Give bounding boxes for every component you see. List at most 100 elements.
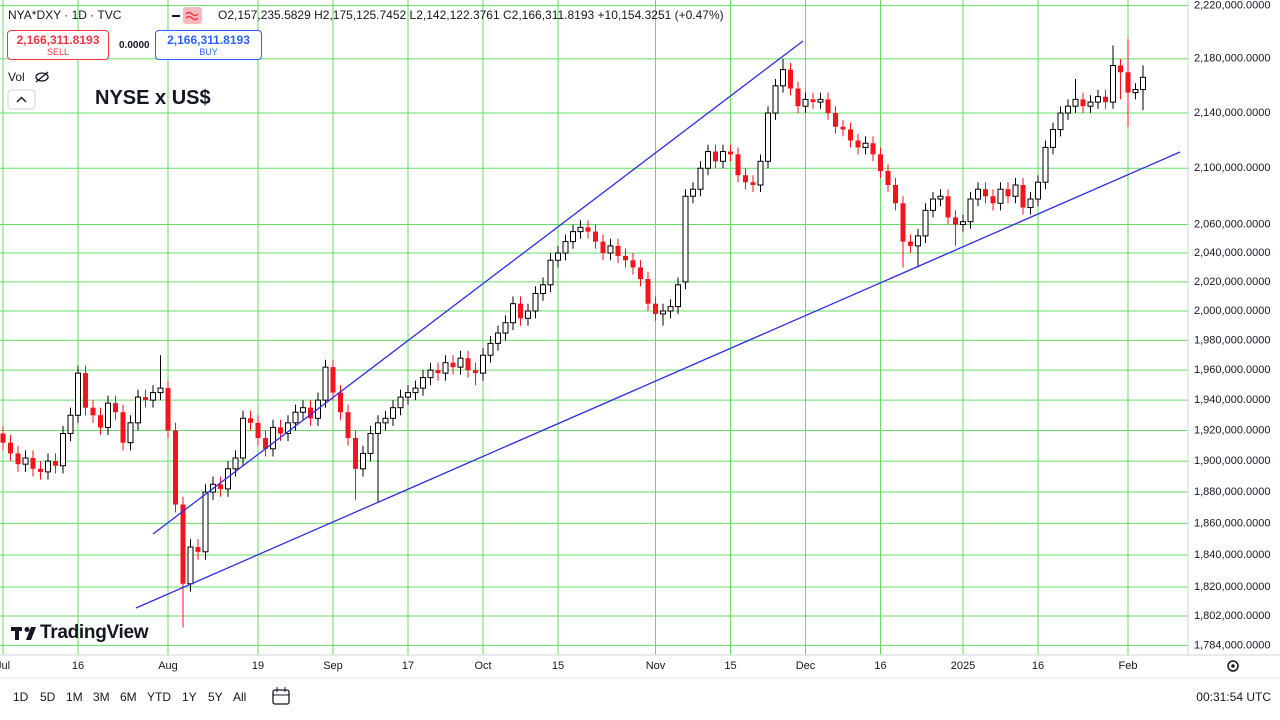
y-tick-label: 2,100,000.0000 [1194,162,1270,174]
x-tick-label: Nov [646,660,666,672]
trend-line-upper [152,40,804,535]
candle-body [248,418,253,423]
ohlc-label: L [409,8,417,22]
candle-body [893,185,898,204]
candle-body [675,284,681,308]
candle-body [990,196,996,204]
x-tick-label: 15 [724,660,736,672]
candle-body [1095,96,1101,103]
timeframe[interactable]: 1Y [182,690,197,704]
x-tick-label: 16 [1032,660,1044,672]
timeframe[interactable]: 3M [93,690,110,704]
timeframe[interactable]: All [233,690,247,704]
candle-body [780,69,786,87]
candle-body [983,189,988,197]
candle-body [825,99,831,114]
candle-body [360,452,366,470]
candle-body [945,196,951,218]
ohlc-value: 2,166,311.8193 [511,8,595,22]
candle-body [810,99,816,103]
candle-body [232,457,239,470]
candle-body [480,354,486,374]
candle-body [8,442,13,454]
candle-body [322,366,329,401]
candle-body [788,69,793,89]
candle-body [593,231,598,242]
candle-body [1132,89,1139,94]
candle-body [840,126,846,130]
candle-body [682,195,689,283]
candle-body [375,422,381,435]
timeframe[interactable]: 1M [66,690,83,704]
candle-body [997,188,1004,204]
candle-body [308,407,313,419]
calendar-icon[interactable] [272,687,290,705]
sell-price: 2,166,311.8193 [16,33,100,47]
settings-icon[interactable] [1227,660,1239,672]
candle-body [728,151,733,155]
y-tick-label: 2,060,000.0000 [1194,218,1270,230]
candle-body [623,255,628,261]
candle-body [330,367,336,393]
sell-label: SELL [46,47,70,57]
x-tick-label: Feb [1119,660,1138,672]
candle-body [300,407,306,413]
y-tick-label: 2,140,000.0000 [1194,107,1270,119]
y-tick-label: 1,920,000.0000 [1194,424,1270,436]
x-tick-label: Oct [474,660,491,672]
candle-body [173,430,178,505]
ohlc-value: 2,175,125.7452 [322,8,407,22]
candle-body [502,322,509,334]
candle-body [600,241,606,254]
y-tick-label: 1,960,000.0000 [1194,364,1270,376]
candle-body [83,373,88,408]
candle-body [937,195,944,200]
y-tick-label: 2,000,000.0000 [1194,305,1270,317]
candle-body [562,241,569,254]
candle-body [127,422,134,444]
candle-body [555,252,561,261]
candle-body [757,160,764,186]
candle-body [1118,65,1123,73]
candle-body [15,453,21,465]
timeframe[interactable]: 6M [120,690,137,704]
eye-off-icon[interactable] [35,71,49,83]
candles [0,38,1146,628]
y-tick-label: 1,880,000.0000 [1194,486,1270,498]
buy-button[interactable]: 2,166,311.8193 BUY [155,30,262,60]
collapse-button[interactable] [7,89,36,110]
candle-body [1140,76,1146,91]
y-tick-label: 2,020,000.0000 [1194,276,1270,288]
candle-body [518,303,523,319]
ohlc-label: O [218,8,228,22]
candle-body [1050,128,1056,148]
candle-body [960,221,966,226]
candle-body [105,402,111,428]
sell-button[interactable]: 2,166,311.8193 SELL [7,30,109,60]
candle-body [667,306,674,312]
compare-icons[interactable] [170,7,202,24]
candle-body [900,203,906,242]
candle-body [285,422,291,435]
candle-body [150,392,156,401]
candle-body [278,427,283,434]
candle-body [817,98,824,103]
candle-body [495,332,501,344]
candle-body [457,357,464,368]
candle-body [120,412,126,443]
timeframe[interactable]: 5D [40,690,56,704]
candle-body [338,392,343,413]
candle-body [270,426,276,450]
y-tick-label: 2,180,000.0000 [1194,53,1270,65]
x-tick-label: 16 [72,660,84,672]
candle-body [367,433,374,454]
x-tick-label: Sep [323,660,343,672]
timeframe[interactable]: YTD [147,690,171,704]
candle-body [915,235,921,247]
timeframe[interactable]: 5Y [208,690,223,704]
timeframe[interactable]: 1D [13,690,29,704]
candle-body [53,461,58,466]
ohlc-value: 2,142,122.3761 [416,8,500,22]
